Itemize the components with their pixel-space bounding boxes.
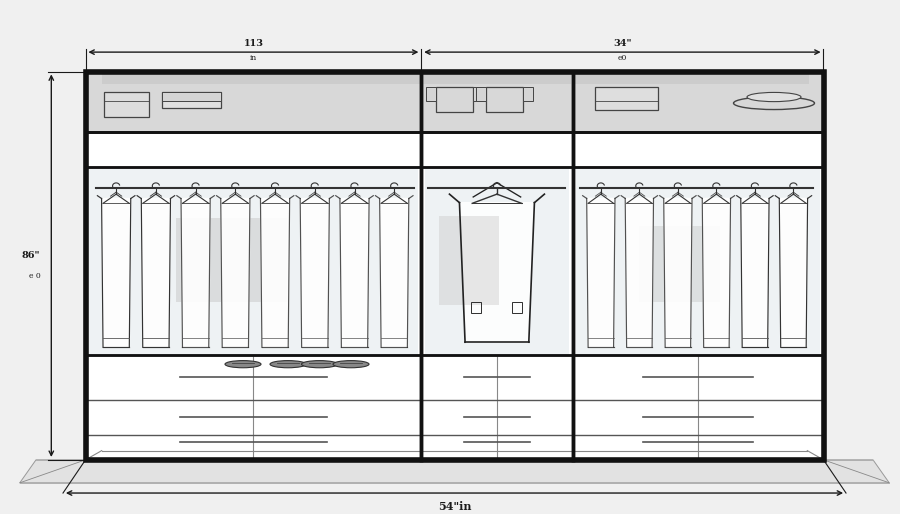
Ellipse shape bbox=[270, 361, 306, 368]
Polygon shape bbox=[20, 460, 889, 483]
Bar bbox=[102, 72, 421, 84]
Polygon shape bbox=[663, 198, 692, 347]
Text: 34": 34" bbox=[613, 39, 632, 48]
Bar bbox=[524, 87, 533, 101]
Polygon shape bbox=[260, 198, 290, 347]
Polygon shape bbox=[181, 198, 211, 347]
Polygon shape bbox=[459, 203, 535, 342]
Polygon shape bbox=[741, 198, 770, 347]
Polygon shape bbox=[587, 198, 615, 347]
Ellipse shape bbox=[734, 97, 815, 109]
Bar bbox=[471, 302, 481, 313]
Bar bbox=[436, 87, 473, 112]
Bar bbox=[104, 92, 148, 117]
Bar bbox=[89, 167, 418, 355]
Text: 86": 86" bbox=[22, 251, 40, 260]
Bar bbox=[86, 71, 824, 460]
Polygon shape bbox=[626, 198, 653, 347]
Bar bbox=[425, 167, 569, 355]
Bar bbox=[512, 302, 522, 313]
Bar bbox=[473, 87, 483, 101]
Bar bbox=[162, 92, 220, 101]
Text: 54"in: 54"in bbox=[437, 501, 472, 512]
Bar bbox=[176, 218, 287, 302]
Polygon shape bbox=[702, 198, 731, 347]
Bar bbox=[574, 72, 809, 84]
Bar bbox=[87, 72, 822, 132]
Bar bbox=[595, 87, 658, 110]
Polygon shape bbox=[141, 198, 170, 347]
Polygon shape bbox=[380, 198, 409, 347]
Bar bbox=[486, 87, 524, 112]
Bar bbox=[576, 167, 820, 355]
Ellipse shape bbox=[747, 93, 801, 102]
Bar bbox=[86, 71, 824, 460]
Polygon shape bbox=[220, 198, 250, 347]
Text: 113: 113 bbox=[243, 39, 264, 48]
Bar bbox=[476, 87, 486, 101]
Polygon shape bbox=[102, 198, 130, 347]
Bar bbox=[86, 71, 824, 460]
Bar bbox=[162, 92, 220, 107]
Polygon shape bbox=[301, 198, 329, 347]
Text: e 0: e 0 bbox=[29, 272, 40, 280]
Text: e0: e0 bbox=[617, 54, 627, 62]
Polygon shape bbox=[779, 198, 807, 347]
Bar bbox=[639, 226, 720, 302]
Bar bbox=[427, 87, 436, 101]
Ellipse shape bbox=[333, 361, 369, 368]
Polygon shape bbox=[340, 198, 369, 347]
Bar bbox=[439, 216, 500, 305]
Bar bbox=[423, 72, 571, 84]
Bar bbox=[86, 71, 824, 460]
Ellipse shape bbox=[225, 361, 261, 368]
Ellipse shape bbox=[302, 361, 338, 368]
Text: in: in bbox=[250, 54, 257, 62]
